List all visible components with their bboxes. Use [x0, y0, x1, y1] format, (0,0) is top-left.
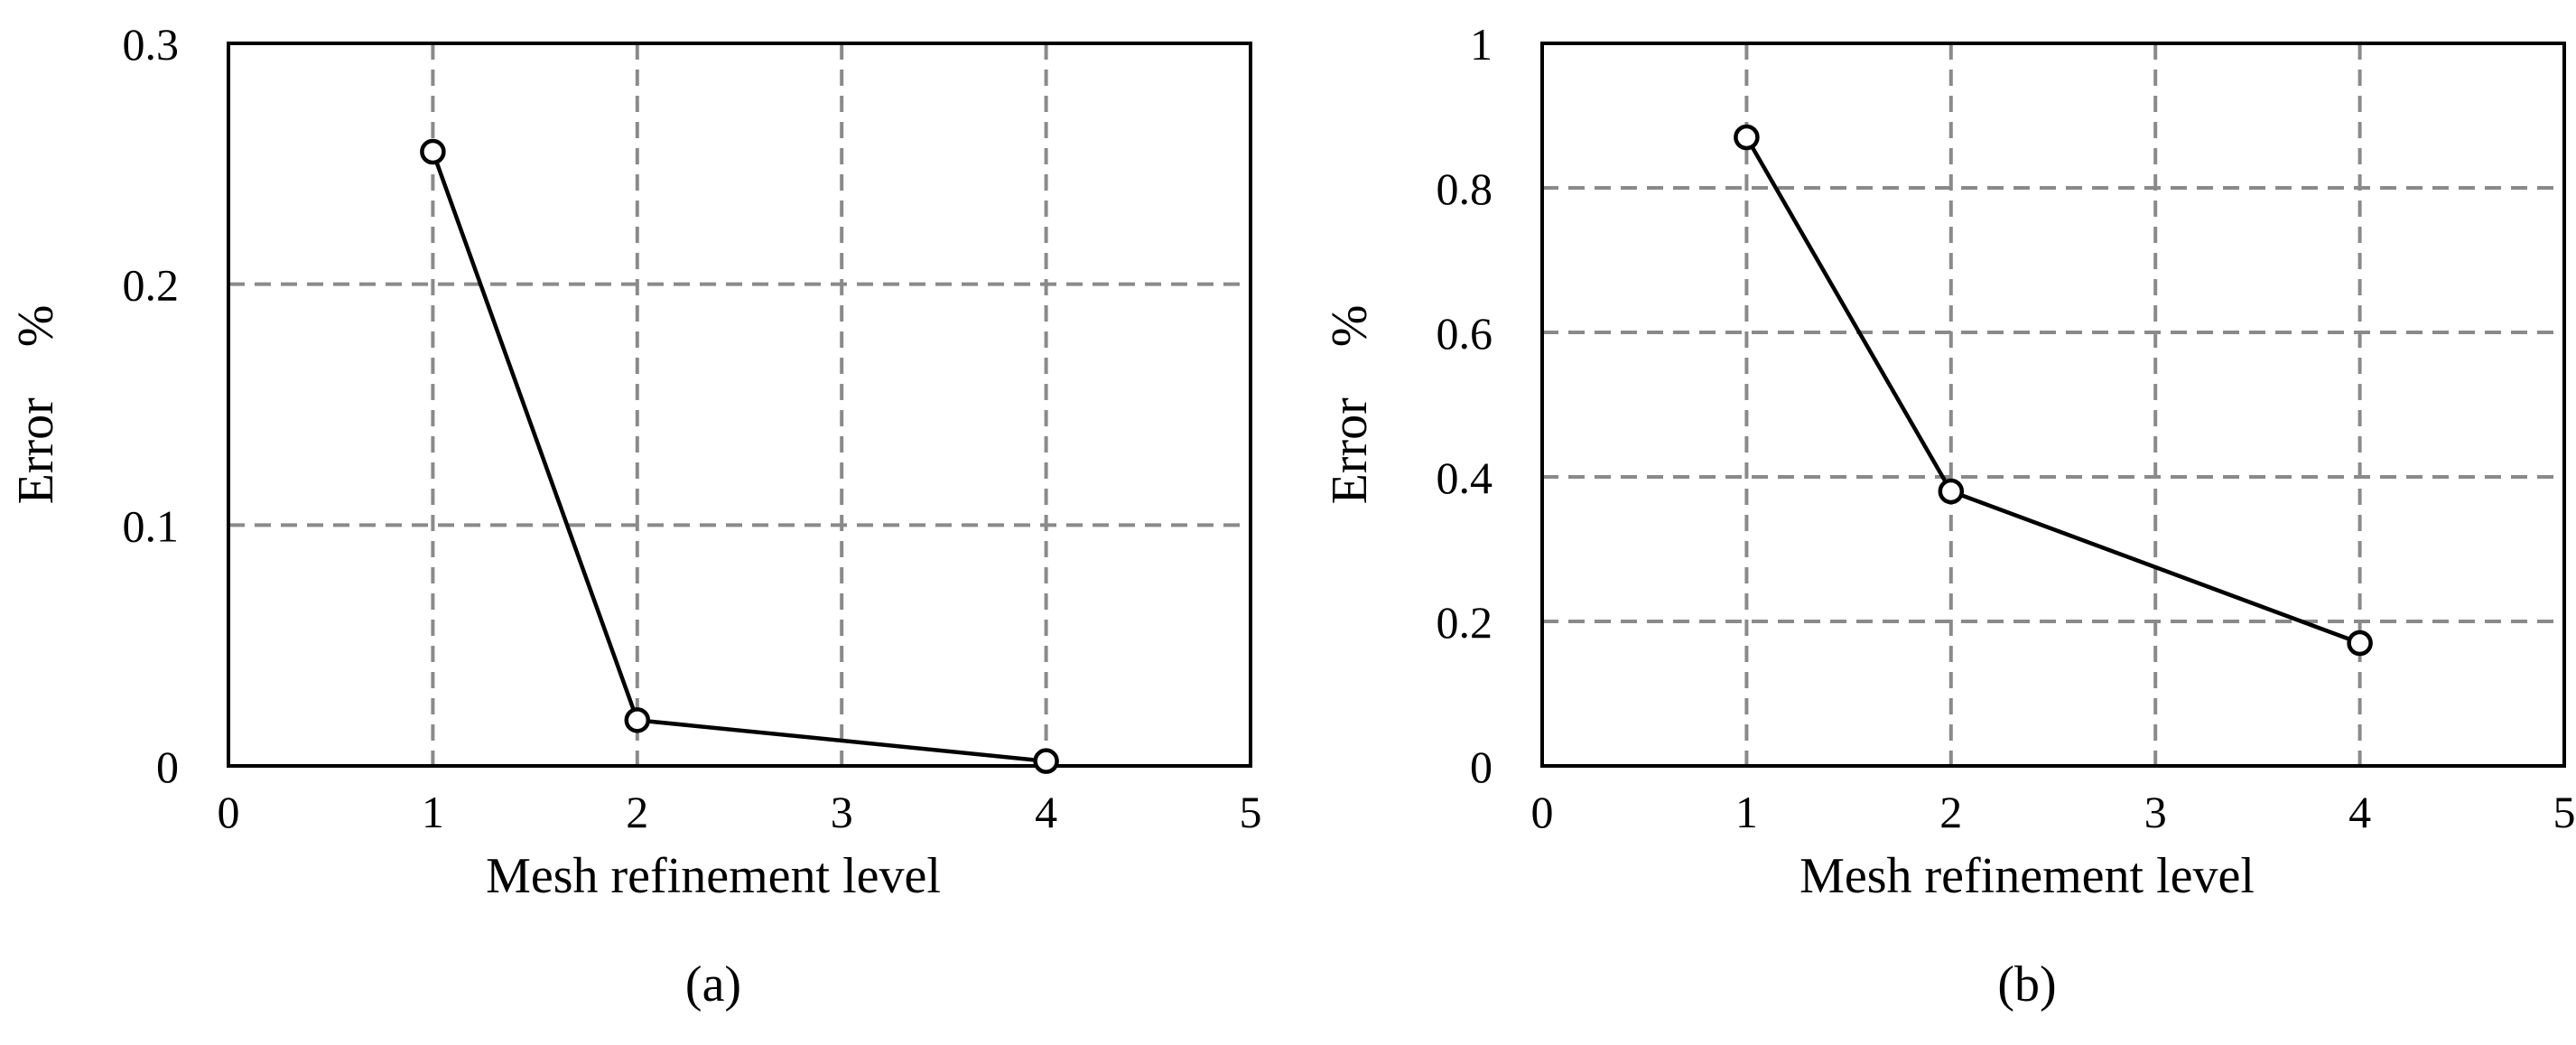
chart-1-plot-frame: [1540, 42, 2566, 768]
chart-1-y-tick-label: 1: [1470, 19, 1493, 70]
chart-1-data-point: [1734, 124, 1760, 151]
chart-1-y-tick-label: 0.6: [1437, 308, 1493, 359]
chart-1-x-tick-label: 1: [1735, 787, 1758, 837]
chart-1-y-tick-label: 0: [1470, 742, 1493, 792]
chart-0-x-tick-label: 1: [422, 787, 444, 837]
chart-0-y-tick-label: 0: [156, 742, 179, 792]
chart-0-y-tick-label: 0.3: [123, 19, 180, 70]
chart-0-panel-label: (a): [685, 956, 741, 1012]
chart-0-y-axis-label: Error %: [8, 305, 64, 505]
chart-1-x-tick-label: 5: [2553, 787, 2576, 837]
chart-0-plot-frame: [227, 42, 1252, 768]
chart-0-data-point: [624, 707, 651, 733]
chart-0-x-axis-label: Mesh refinement level: [486, 848, 941, 904]
chart-1-data-point: [2347, 630, 2373, 657]
chart-1-y-tick-label: 0.4: [1437, 453, 1493, 503]
chart-1-data-point: [1938, 478, 1965, 505]
chart-0-series-line: [431, 151, 1046, 763]
chart-0-y-tick-label: 0.1: [123, 500, 180, 551]
chart-1-x-tick-label: 3: [2144, 787, 2167, 837]
chart-0-x-tick-label: 4: [1035, 787, 1057, 837]
chart-0-data-point: [420, 138, 446, 165]
chart-0-data-point: [1033, 748, 1059, 774]
chart-panel-a: 0 1 2 3 4 5 0 0.1 0.2 0.3 Mesh refinement level Err…: [8, 19, 1262, 1012]
chart-panel-b: 0 1 2 3 4 5 0 0.2 0.4 0.6 0.8 1 Mesh refinement leve…: [1322, 19, 2576, 1012]
chart-1-y-tick-label: 0.2: [1437, 597, 1493, 648]
chart-0-y-tick-label: 0.2: [123, 260, 180, 311]
chart-1-y-axis-label: Error %: [1322, 305, 1378, 505]
chart-0-x-tick-label: 3: [831, 787, 853, 837]
chart-1-x-axis-label: Mesh refinement level: [1799, 848, 2255, 904]
chart-1-y-tick-label: 0.8: [1437, 163, 1493, 214]
chart-1-panel-label: (b): [1997, 956, 2056, 1012]
chart-0-x-tick-label: 0: [218, 787, 240, 837]
chart-0-x-tick-label: 2: [626, 787, 648, 837]
chart-1-x-tick-label: 2: [1939, 787, 1962, 837]
chart-1-series-line: [1744, 135, 2361, 646]
chart-1-x-tick-label: 0: [1531, 787, 1554, 837]
chart-1-x-tick-label: 4: [2348, 787, 2371, 837]
chart-0-x-tick-label: 5: [1240, 787, 1262, 837]
